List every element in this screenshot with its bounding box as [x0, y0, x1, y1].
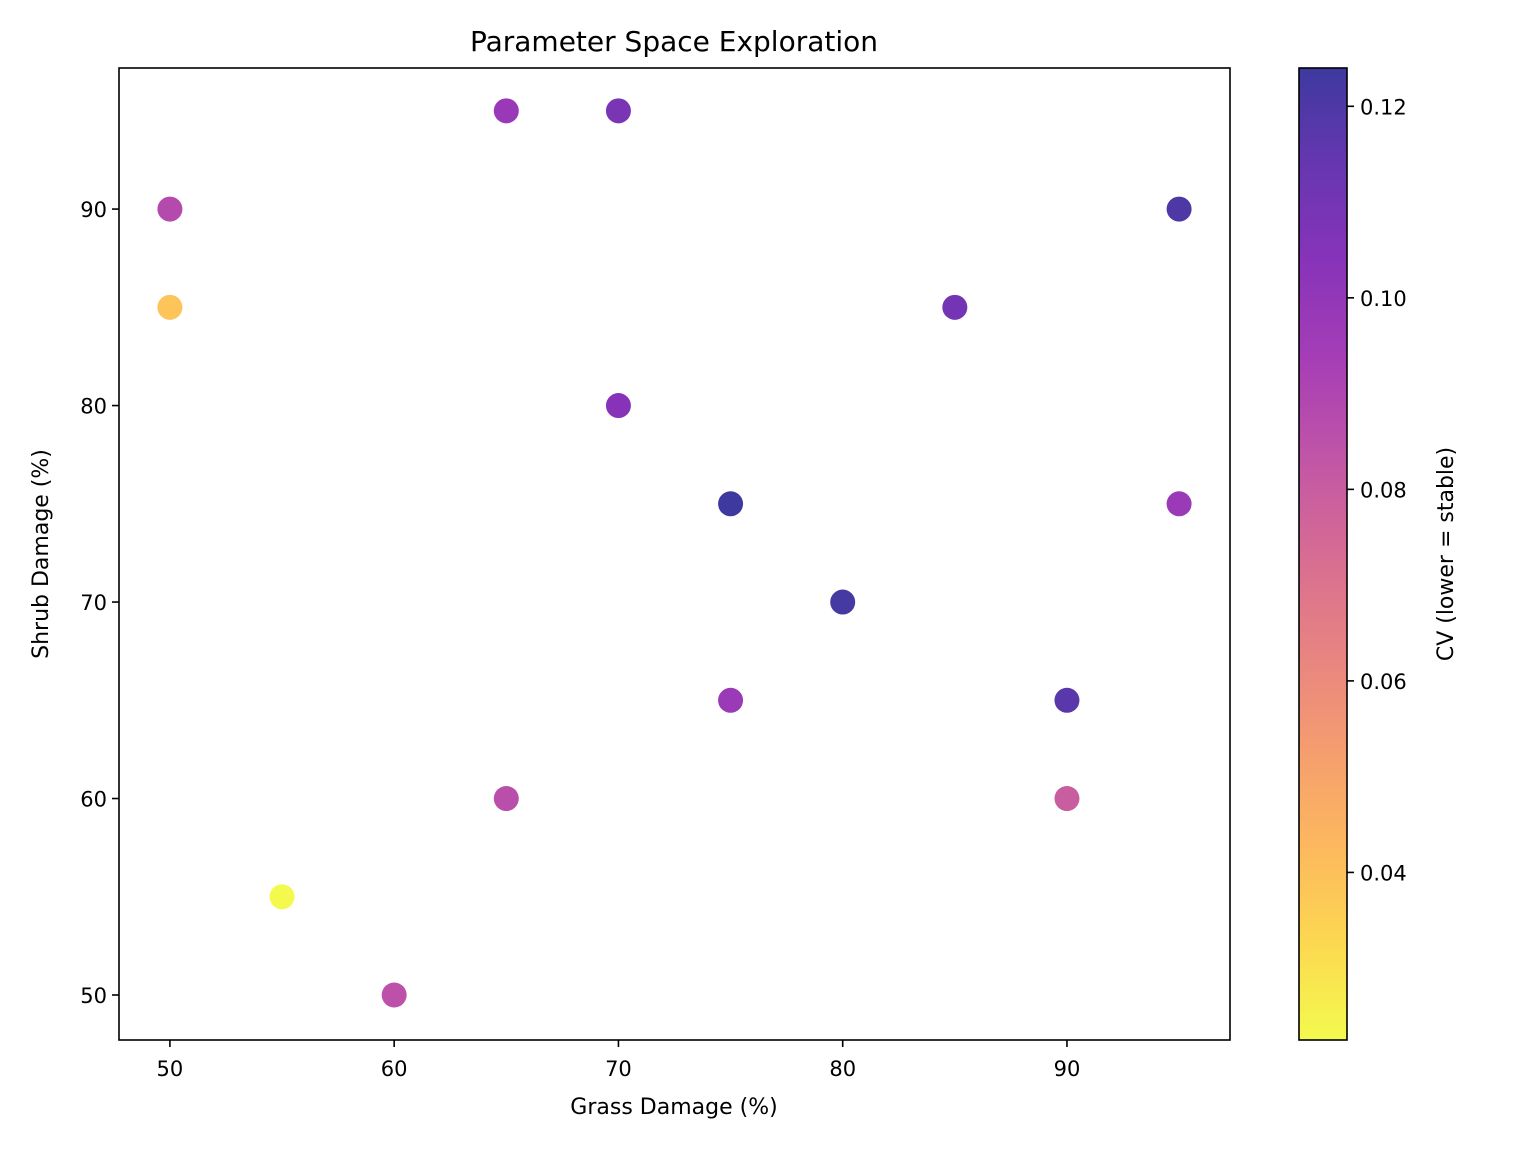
y-ticks: 50 60 70 80 90: [80, 198, 119, 1008]
y-tick-label: 50: [80, 984, 107, 1008]
data-point: [830, 589, 856, 615]
y-tick-label: 60: [80, 788, 107, 812]
x-ticks: 50 60 70 80 90: [157, 1040, 1081, 1081]
data-point: [157, 196, 183, 222]
x-tick-label: 60: [381, 1057, 408, 1081]
x-tick-label: 80: [829, 1057, 856, 1081]
data-point: [605, 393, 631, 419]
chart-title: Parameter Space Exploration: [470, 25, 878, 58]
data-point: [605, 98, 631, 124]
data-point: [493, 98, 519, 124]
y-tick-label: 70: [80, 591, 107, 615]
y-tick-label: 90: [80, 198, 107, 222]
y-tick-label: 80: [80, 395, 107, 419]
plot-area: [157, 98, 1192, 1008]
x-tick-label: 70: [605, 1057, 632, 1081]
colorbar-tick-label: 0.08: [1360, 478, 1407, 502]
data-point: [381, 982, 407, 1008]
colorbar-tick-label: 0.12: [1360, 95, 1407, 119]
x-tick-label: 50: [157, 1057, 184, 1081]
plot-frame: [118, 67, 1231, 1041]
data-point: [1166, 196, 1192, 222]
data-point: [718, 491, 744, 517]
data-point: [1166, 491, 1192, 517]
data-point: [1054, 786, 1080, 812]
y-axis-label: Shrub Damage (%): [29, 449, 54, 659]
data-point: [493, 786, 519, 812]
colorbar-tick-label: 0.10: [1360, 287, 1407, 311]
x-tick-label: 90: [1054, 1057, 1081, 1081]
data-point: [942, 294, 968, 320]
colorbar-ticks: 0.04 0.06 0.08 0.10 0.12: [1347, 95, 1407, 885]
data-point: [269, 884, 295, 910]
data-point: [157, 294, 183, 320]
x-axis-label: Grass Damage (%): [570, 1095, 777, 1120]
colorbar-tick-label: 0.04: [1360, 861, 1407, 885]
data-point: [1054, 687, 1080, 713]
colorbar-tick-label: 0.06: [1360, 670, 1407, 694]
colorbar-label: CV (lower = stable): [1434, 447, 1459, 661]
data-point: [718, 687, 744, 713]
colorbar: [1298, 67, 1348, 1041]
